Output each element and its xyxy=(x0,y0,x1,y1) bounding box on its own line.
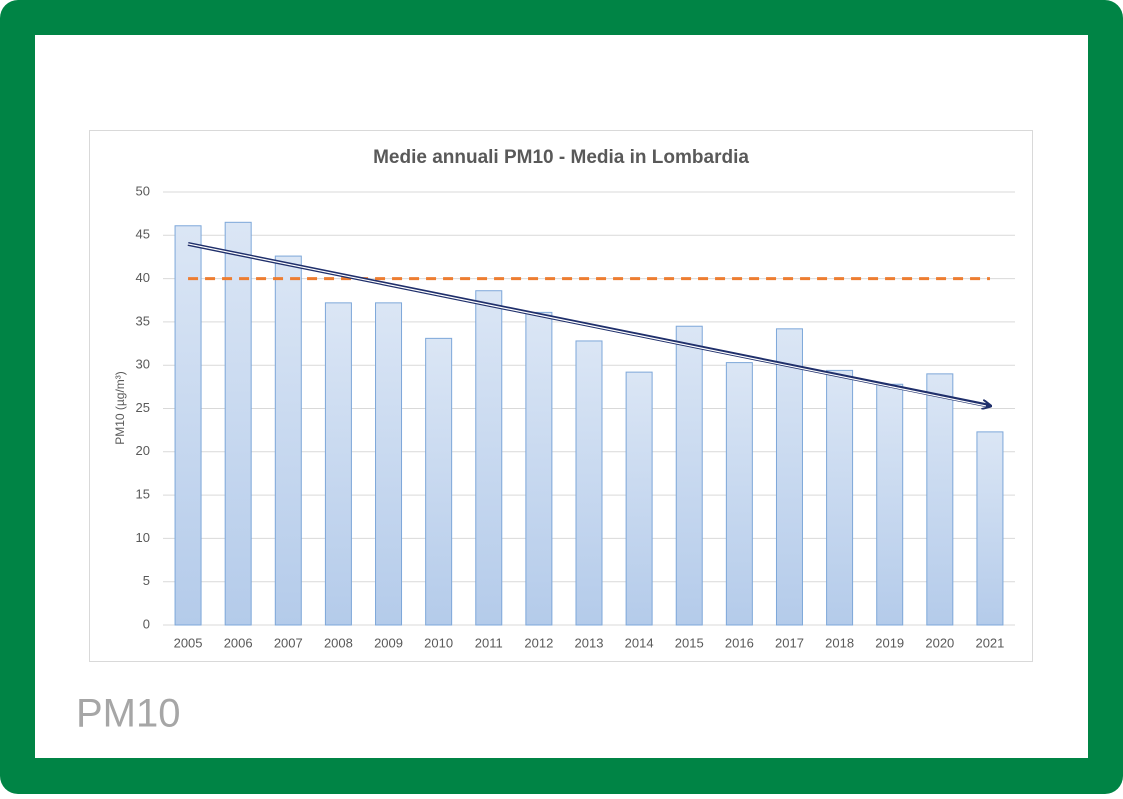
y-tick-label: 45 xyxy=(136,227,150,242)
y-tick-label: 5 xyxy=(143,573,150,588)
bar xyxy=(375,302,403,626)
y-tick-label: 40 xyxy=(136,270,150,285)
y-tick-label: 30 xyxy=(136,357,150,372)
bar xyxy=(775,328,803,626)
x-tick-label: 2008 xyxy=(324,635,353,650)
x-tick-label: 2012 xyxy=(524,635,553,650)
y-tick-label: 10 xyxy=(136,530,150,545)
chart-title: Medie annuali PM10 - Media in Lombardia xyxy=(373,147,749,168)
bar xyxy=(224,221,252,626)
y-tick-label: 20 xyxy=(136,443,150,458)
x-tick-label: 2014 xyxy=(625,635,654,650)
x-tick-label: 2005 xyxy=(174,635,203,650)
bar xyxy=(625,371,653,626)
bar xyxy=(675,325,703,626)
x-tick-label: 2006 xyxy=(224,635,253,650)
bar xyxy=(876,383,904,626)
bar xyxy=(324,302,352,626)
x-tick-label: 2010 xyxy=(424,635,453,650)
x-tick-label: 2020 xyxy=(925,635,954,650)
y-tick-label: 50 xyxy=(136,183,150,198)
y-axis-title: PM10 (µg/m³) xyxy=(113,371,127,445)
bar xyxy=(475,290,503,626)
bar xyxy=(926,373,954,626)
caption: PM10 xyxy=(76,692,181,736)
x-tick-label: 2021 xyxy=(975,635,1004,650)
bar xyxy=(174,225,202,626)
x-tick-label: 2016 xyxy=(725,635,754,650)
bar xyxy=(976,431,1004,626)
bar xyxy=(274,255,302,626)
x-tick-label: 2011 xyxy=(475,635,503,650)
x-tick-label: 2013 xyxy=(575,635,604,650)
x-tick-label: 2018 xyxy=(825,635,854,650)
bar xyxy=(826,369,854,626)
bar xyxy=(725,362,753,626)
bar xyxy=(525,311,553,626)
y-tick-label: 25 xyxy=(136,400,150,415)
trend-arrow-core xyxy=(187,243,987,407)
bar xyxy=(425,337,453,626)
y-tick-label: 0 xyxy=(143,616,150,631)
x-tick-label: 2007 xyxy=(274,635,303,650)
x-tick-label: 2009 xyxy=(374,635,403,650)
bar xyxy=(575,340,603,626)
x-tick-label: 2017 xyxy=(775,635,804,650)
x-tick-label: 2019 xyxy=(875,635,904,650)
y-tick-label: 15 xyxy=(136,487,150,502)
y-tick-label: 35 xyxy=(136,313,150,328)
x-tick-label: 2015 xyxy=(675,635,704,650)
